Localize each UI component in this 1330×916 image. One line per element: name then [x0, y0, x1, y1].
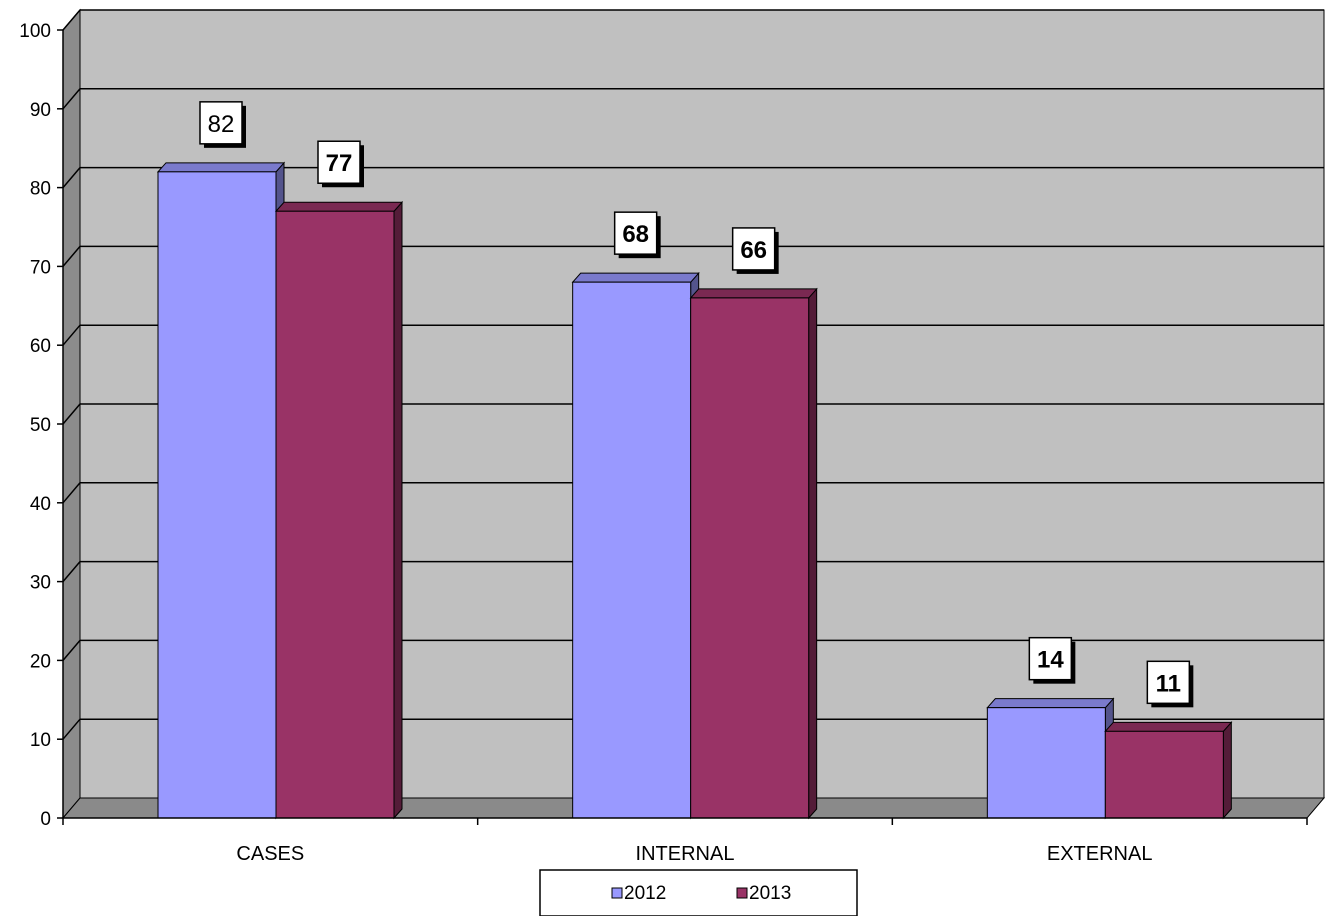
bar-cases-2012: [156, 161, 286, 820]
bar-side: [808, 287, 818, 820]
y-tick-label: 90: [30, 100, 51, 121]
legend-swatch: [736, 887, 748, 899]
bar-side: [1222, 721, 1232, 820]
bar-top: [1104, 721, 1233, 732]
y-tick-label: 70: [30, 257, 51, 278]
gridline: [62, 718, 1324, 740]
bar-top: [986, 698, 1115, 709]
y-tick-label: 10: [30, 730, 51, 751]
legend-box: [539, 869, 858, 916]
data-label-box: [731, 227, 776, 271]
bar-internal-2012: [571, 271, 700, 820]
y-tick-label: 80: [30, 179, 51, 200]
bars: [156, 161, 1233, 820]
data-label-text: 82: [208, 111, 235, 138]
y-tick-label: 50: [30, 415, 51, 436]
y-tick-label: 20: [30, 651, 51, 672]
legend: 2012 2013: [539, 869, 858, 916]
legend-item-2013: 2013: [736, 883, 791, 904]
y-tick-label: 60: [30, 336, 51, 357]
gridline: [62, 166, 1324, 189]
legend-item-2012: 2012: [611, 883, 666, 904]
y-tick-label: 30: [30, 573, 51, 594]
x-category-label: EXTERNAL: [1047, 843, 1153, 865]
bar-cases-2013: [274, 200, 404, 820]
x-axis: CASES INTERNAL EXTERNAL: [62, 817, 1308, 865]
data-label-text: 66: [740, 237, 767, 264]
gridline: [62, 403, 1324, 425]
bar-top: [689, 288, 818, 299]
data-label-cases-2012: 82: [199, 101, 246, 148]
bar-front: [690, 297, 810, 819]
data-label-box: [199, 101, 243, 145]
bar-front: [1104, 730, 1224, 819]
x-category-label: INTERNAL: [636, 843, 735, 865]
y-tick-label: 100: [19, 21, 51, 42]
data-label-box: [1146, 660, 1191, 705]
data-label-text: 11: [1156, 670, 1181, 697]
data-label-text: 77: [326, 150, 353, 177]
data-label-box: [613, 211, 658, 255]
x-category-label: CASES: [236, 843, 304, 865]
data-label-box: [1028, 636, 1073, 681]
gridline: [62, 88, 1324, 110]
data-label-text: 68: [622, 221, 649, 248]
gridline: [62, 245, 1324, 267]
bar-top: [274, 201, 404, 212]
data-label-box: [317, 140, 361, 184]
gridline: [62, 639, 1324, 661]
bar-external-2012: [986, 697, 1115, 820]
gridline: [62, 324, 1324, 346]
legend-label: 2013: [749, 883, 791, 904]
y-axis: 0 10 20 30 40 50 60 70 80 90 100: [19, 21, 64, 830]
data-label-internal-2012: 68: [613, 211, 661, 259]
bar-external-2013: [1104, 721, 1233, 820]
bar-front: [572, 281, 692, 819]
bar-front: [275, 210, 395, 819]
bar-internal-2013: [689, 287, 818, 820]
bar-top: [156, 162, 286, 173]
data-label-external-2013: 11: [1146, 660, 1194, 708]
gridlines: [62, 9, 1324, 740]
data-label-internal-2013: 66: [731, 227, 779, 274]
data-label-external-2012: 14: [1028, 636, 1076, 684]
legend-swatch: [611, 887, 623, 899]
bar-front: [986, 707, 1106, 819]
data-label-text: 14: [1037, 647, 1064, 674]
y-tick-label: 0: [40, 809, 51, 830]
legend-label: 2012: [624, 883, 666, 904]
gridline: [62, 560, 1324, 583]
bar-top: [571, 272, 700, 283]
data-label-cases-2013: 77: [317, 140, 364, 188]
bar-side: [393, 200, 403, 820]
bar-front: [157, 171, 277, 819]
gridline: [62, 9, 1324, 31]
data-labels: 82 77 68 66 14 11: [199, 101, 1194, 708]
gridline: [62, 482, 1324, 504]
y-tick-label: 40: [30, 494, 51, 515]
